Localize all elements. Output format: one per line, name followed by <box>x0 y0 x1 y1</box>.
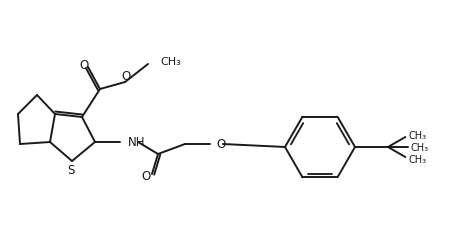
Text: S: S <box>68 163 75 176</box>
Text: O: O <box>141 170 151 183</box>
Text: CH₃: CH₃ <box>411 142 429 152</box>
Text: CH₃: CH₃ <box>160 57 181 67</box>
Text: O: O <box>216 137 225 150</box>
Text: CH₃: CH₃ <box>408 154 427 164</box>
Text: NH: NH <box>128 135 145 148</box>
Text: CH₃: CH₃ <box>408 131 427 140</box>
Text: O: O <box>79 58 89 71</box>
Text: O: O <box>122 69 130 82</box>
